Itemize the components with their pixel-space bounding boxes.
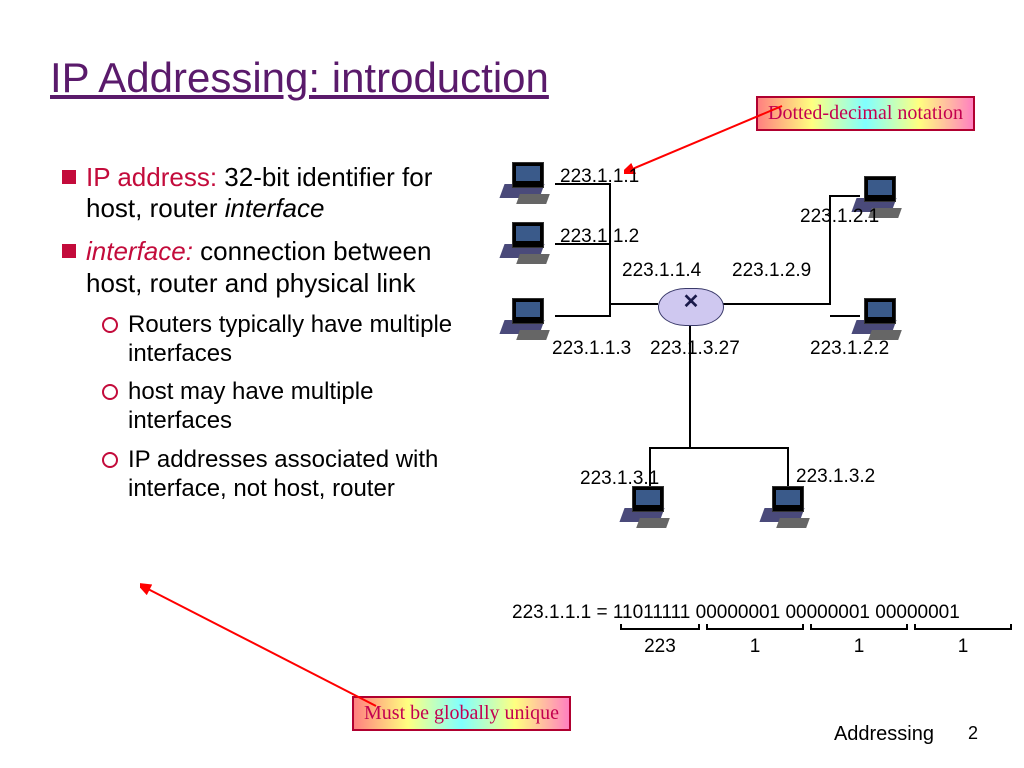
- square-bullet-icon: [62, 244, 76, 258]
- page-number: 2: [968, 723, 978, 744]
- slide-title: IP Addressing: introduction: [50, 54, 549, 102]
- router-icon: ✕: [658, 288, 724, 326]
- host-icon: [620, 486, 674, 530]
- bullet-ip-address: IP address: 32-bit identifier for host, …: [62, 162, 482, 224]
- octet-row: 223111: [512, 628, 1012, 658]
- ip-label: 223.1.1.1: [560, 166, 639, 188]
- octet-value: 1: [914, 628, 1012, 658]
- callout-globally-unique: Must be globally unique: [352, 696, 571, 731]
- octet-value: 1: [810, 628, 908, 658]
- ip-label: 223.1.2.9: [732, 260, 811, 282]
- circle-bullet-icon: [102, 452, 118, 468]
- ip-label: 223.1.1.3: [552, 338, 631, 360]
- circle-bullet-icon: [102, 317, 118, 333]
- host-icon: [500, 298, 554, 342]
- ip-label: 223.1.3.1: [580, 468, 659, 490]
- host-icon: [500, 162, 554, 206]
- callout-dotted-decimal: Dotted-decimal notation: [756, 96, 975, 131]
- ip-label: 223.1.1.2: [560, 226, 639, 248]
- bullet-interface: interface: connection between host, rout…: [62, 236, 482, 298]
- binary-decomposition: 223.1.1.1 = 11011111 00000001 00000001 0…: [512, 602, 1012, 658]
- binary-line: 223.1.1.1 = 11011111 00000001 00000001 0…: [512, 602, 1012, 624]
- network-wires: [500, 148, 1010, 588]
- circle-bullet-icon: [102, 384, 118, 400]
- octet-value: 1: [706, 628, 804, 658]
- ip-label: 223.1.2.1: [800, 206, 879, 228]
- ip-label: 223.1.3.27: [650, 338, 740, 360]
- bullet-ip-per-interface: IP addresses associated with interface, …: [102, 446, 482, 504]
- ip-label: 223.1.2.2: [810, 338, 889, 360]
- host-icon: [760, 486, 814, 530]
- footer-label: Addressing: [834, 723, 934, 746]
- arrow-to-unique: [140, 580, 380, 710]
- ip-label: 223.1.1.4: [622, 260, 701, 282]
- bullet-host-multi: host may have multiple interfaces: [102, 378, 482, 436]
- host-icon: [500, 222, 554, 266]
- host-icon: [852, 298, 906, 342]
- ip-label: 223.1.3.2: [796, 466, 875, 488]
- network-diagram: 223.1.1.1 223.1.1.2 223.1.1.3 223.1.2.1 223.…: [500, 148, 1010, 588]
- square-bullet-icon: [62, 170, 76, 184]
- bullet-list: IP address: 32-bit identifier for host, …: [62, 162, 482, 514]
- bullet-routers-multi: Routers typically have multiple interfac…: [102, 311, 482, 369]
- octet-value: 223: [620, 628, 700, 658]
